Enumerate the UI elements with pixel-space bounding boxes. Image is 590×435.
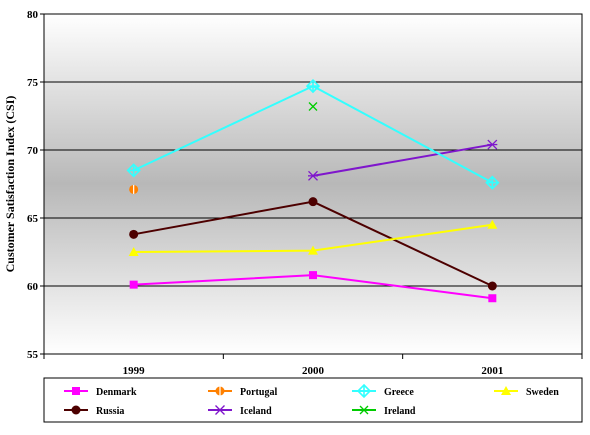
x-tick-label: 2000 <box>302 365 325 377</box>
x-tick-label: 1999 <box>123 365 146 377</box>
series-sweden <box>128 219 498 256</box>
data-point-russia <box>487 281 497 291</box>
legend-label-greece: Greece <box>384 387 414 398</box>
legend-marker-ireland <box>359 405 369 415</box>
legend-item-greece: Greece <box>352 383 414 399</box>
data-point-greece <box>305 78 321 94</box>
legend-label-denmark: Denmark <box>96 387 137 398</box>
data-point-ireland <box>308 102 318 111</box>
legend-item-portugal: Portugal <box>208 386 277 398</box>
series-greece <box>126 78 500 190</box>
y-axis-label: Customer Satisfaction Index (CSI) <box>3 96 17 273</box>
series-portugal <box>129 184 139 194</box>
legend-marker-iceland <box>215 405 225 415</box>
data-point-greece <box>485 175 500 190</box>
data-point-sweden <box>128 247 139 256</box>
series-iceland <box>308 139 498 181</box>
data-point-denmark <box>488 294 497 303</box>
series-layer <box>126 78 500 303</box>
legend-item-ireland: Ireland <box>352 405 416 417</box>
plot-area <box>44 14 582 354</box>
data-point-russia <box>308 197 318 207</box>
legend-item-iceland: Iceland <box>208 405 272 417</box>
legend-box <box>43 377 583 423</box>
legend-item-russia: Russia <box>64 405 124 417</box>
data-point-iceland <box>308 170 318 181</box>
legend-marker-sweden <box>501 386 511 395</box>
legend-item-sweden: Sweden <box>494 386 559 398</box>
series-ireland <box>308 102 318 111</box>
legend-marker-russia <box>71 405 81 415</box>
series-russia <box>129 197 497 291</box>
series-denmark <box>129 271 497 303</box>
series-line-iceland <box>312 143 493 177</box>
y-tick-label: 75 <box>27 77 39 89</box>
y-tick-label: 70 <box>27 145 39 157</box>
data-point-iceland <box>487 139 498 150</box>
legend: Denmark Portugal Greece Sweden Russia Iceland… <box>64 383 559 417</box>
legend-label-iceland: Iceland <box>240 406 272 417</box>
legend-marker-denmark <box>72 387 80 395</box>
y-tick-label: 65 <box>27 213 39 225</box>
y-tick-label: 55 <box>27 349 39 361</box>
y-tick-label: 60 <box>27 281 39 293</box>
data-point-sweden <box>308 245 318 255</box>
data-point-denmark <box>129 280 138 289</box>
plot-border <box>43 13 583 355</box>
legend-item-denmark: Denmark <box>64 387 137 398</box>
legend-marker-greece <box>356 383 372 399</box>
data-point-russia <box>129 229 139 239</box>
data-point-greece <box>126 163 141 178</box>
legend-label-portugal: Portugal <box>240 387 277 398</box>
legend-label-ireland: Ireland <box>384 406 416 417</box>
data-point-denmark <box>309 271 317 280</box>
data-point-sweden <box>487 219 498 229</box>
legend-label-russia: Russia <box>96 406 124 417</box>
y-tick-label: 80 <box>27 9 39 21</box>
data-point-portugal <box>129 184 139 194</box>
legend-label-sweden: Sweden <box>526 387 559 398</box>
x-tick-label: 2001 <box>481 365 503 377</box>
legend-marker-portugal <box>215 386 225 396</box>
